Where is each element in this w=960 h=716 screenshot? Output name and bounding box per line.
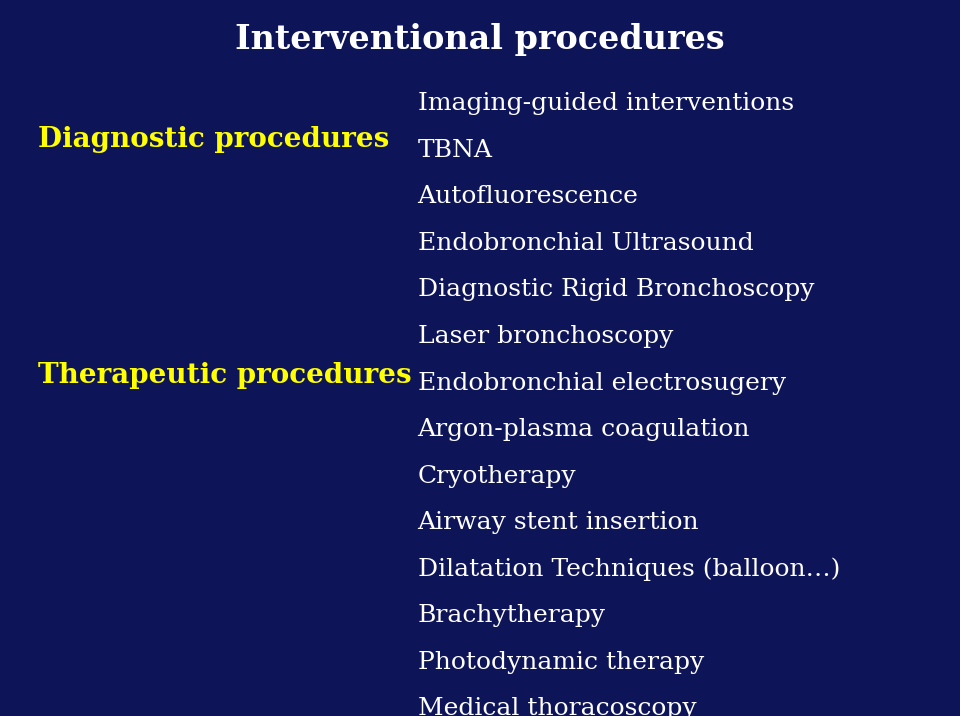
Text: TBNA: TBNA	[418, 139, 492, 162]
Text: Endobronchial Ultrasound: Endobronchial Ultrasound	[418, 232, 754, 255]
Text: Brachytherapy: Brachytherapy	[418, 604, 606, 627]
Text: Medical thoracoscopy: Medical thoracoscopy	[418, 697, 696, 716]
Text: Cryotherapy: Cryotherapy	[418, 465, 576, 488]
Text: Airway stent insertion: Airway stent insertion	[418, 511, 699, 534]
Text: Diagnostic Rigid Bronchoscopy: Diagnostic Rigid Bronchoscopy	[418, 279, 814, 301]
Text: Photodynamic therapy: Photodynamic therapy	[418, 651, 704, 674]
Text: Imaging-guided interventions: Imaging-guided interventions	[418, 92, 794, 115]
Text: Laser bronchoscopy: Laser bronchoscopy	[418, 325, 673, 348]
Text: Therapeutic procedures: Therapeutic procedures	[38, 362, 412, 390]
Text: Endobronchial electrosugery: Endobronchial electrosugery	[418, 372, 785, 395]
Text: Dilatation Techniques (balloon…): Dilatation Techniques (balloon…)	[418, 558, 840, 581]
Text: Autofluorescence: Autofluorescence	[418, 185, 638, 208]
Text: Argon-plasma coagulation: Argon-plasma coagulation	[418, 418, 750, 441]
Text: Interventional procedures: Interventional procedures	[235, 23, 725, 56]
Text: Diagnostic procedures: Diagnostic procedures	[38, 126, 390, 153]
